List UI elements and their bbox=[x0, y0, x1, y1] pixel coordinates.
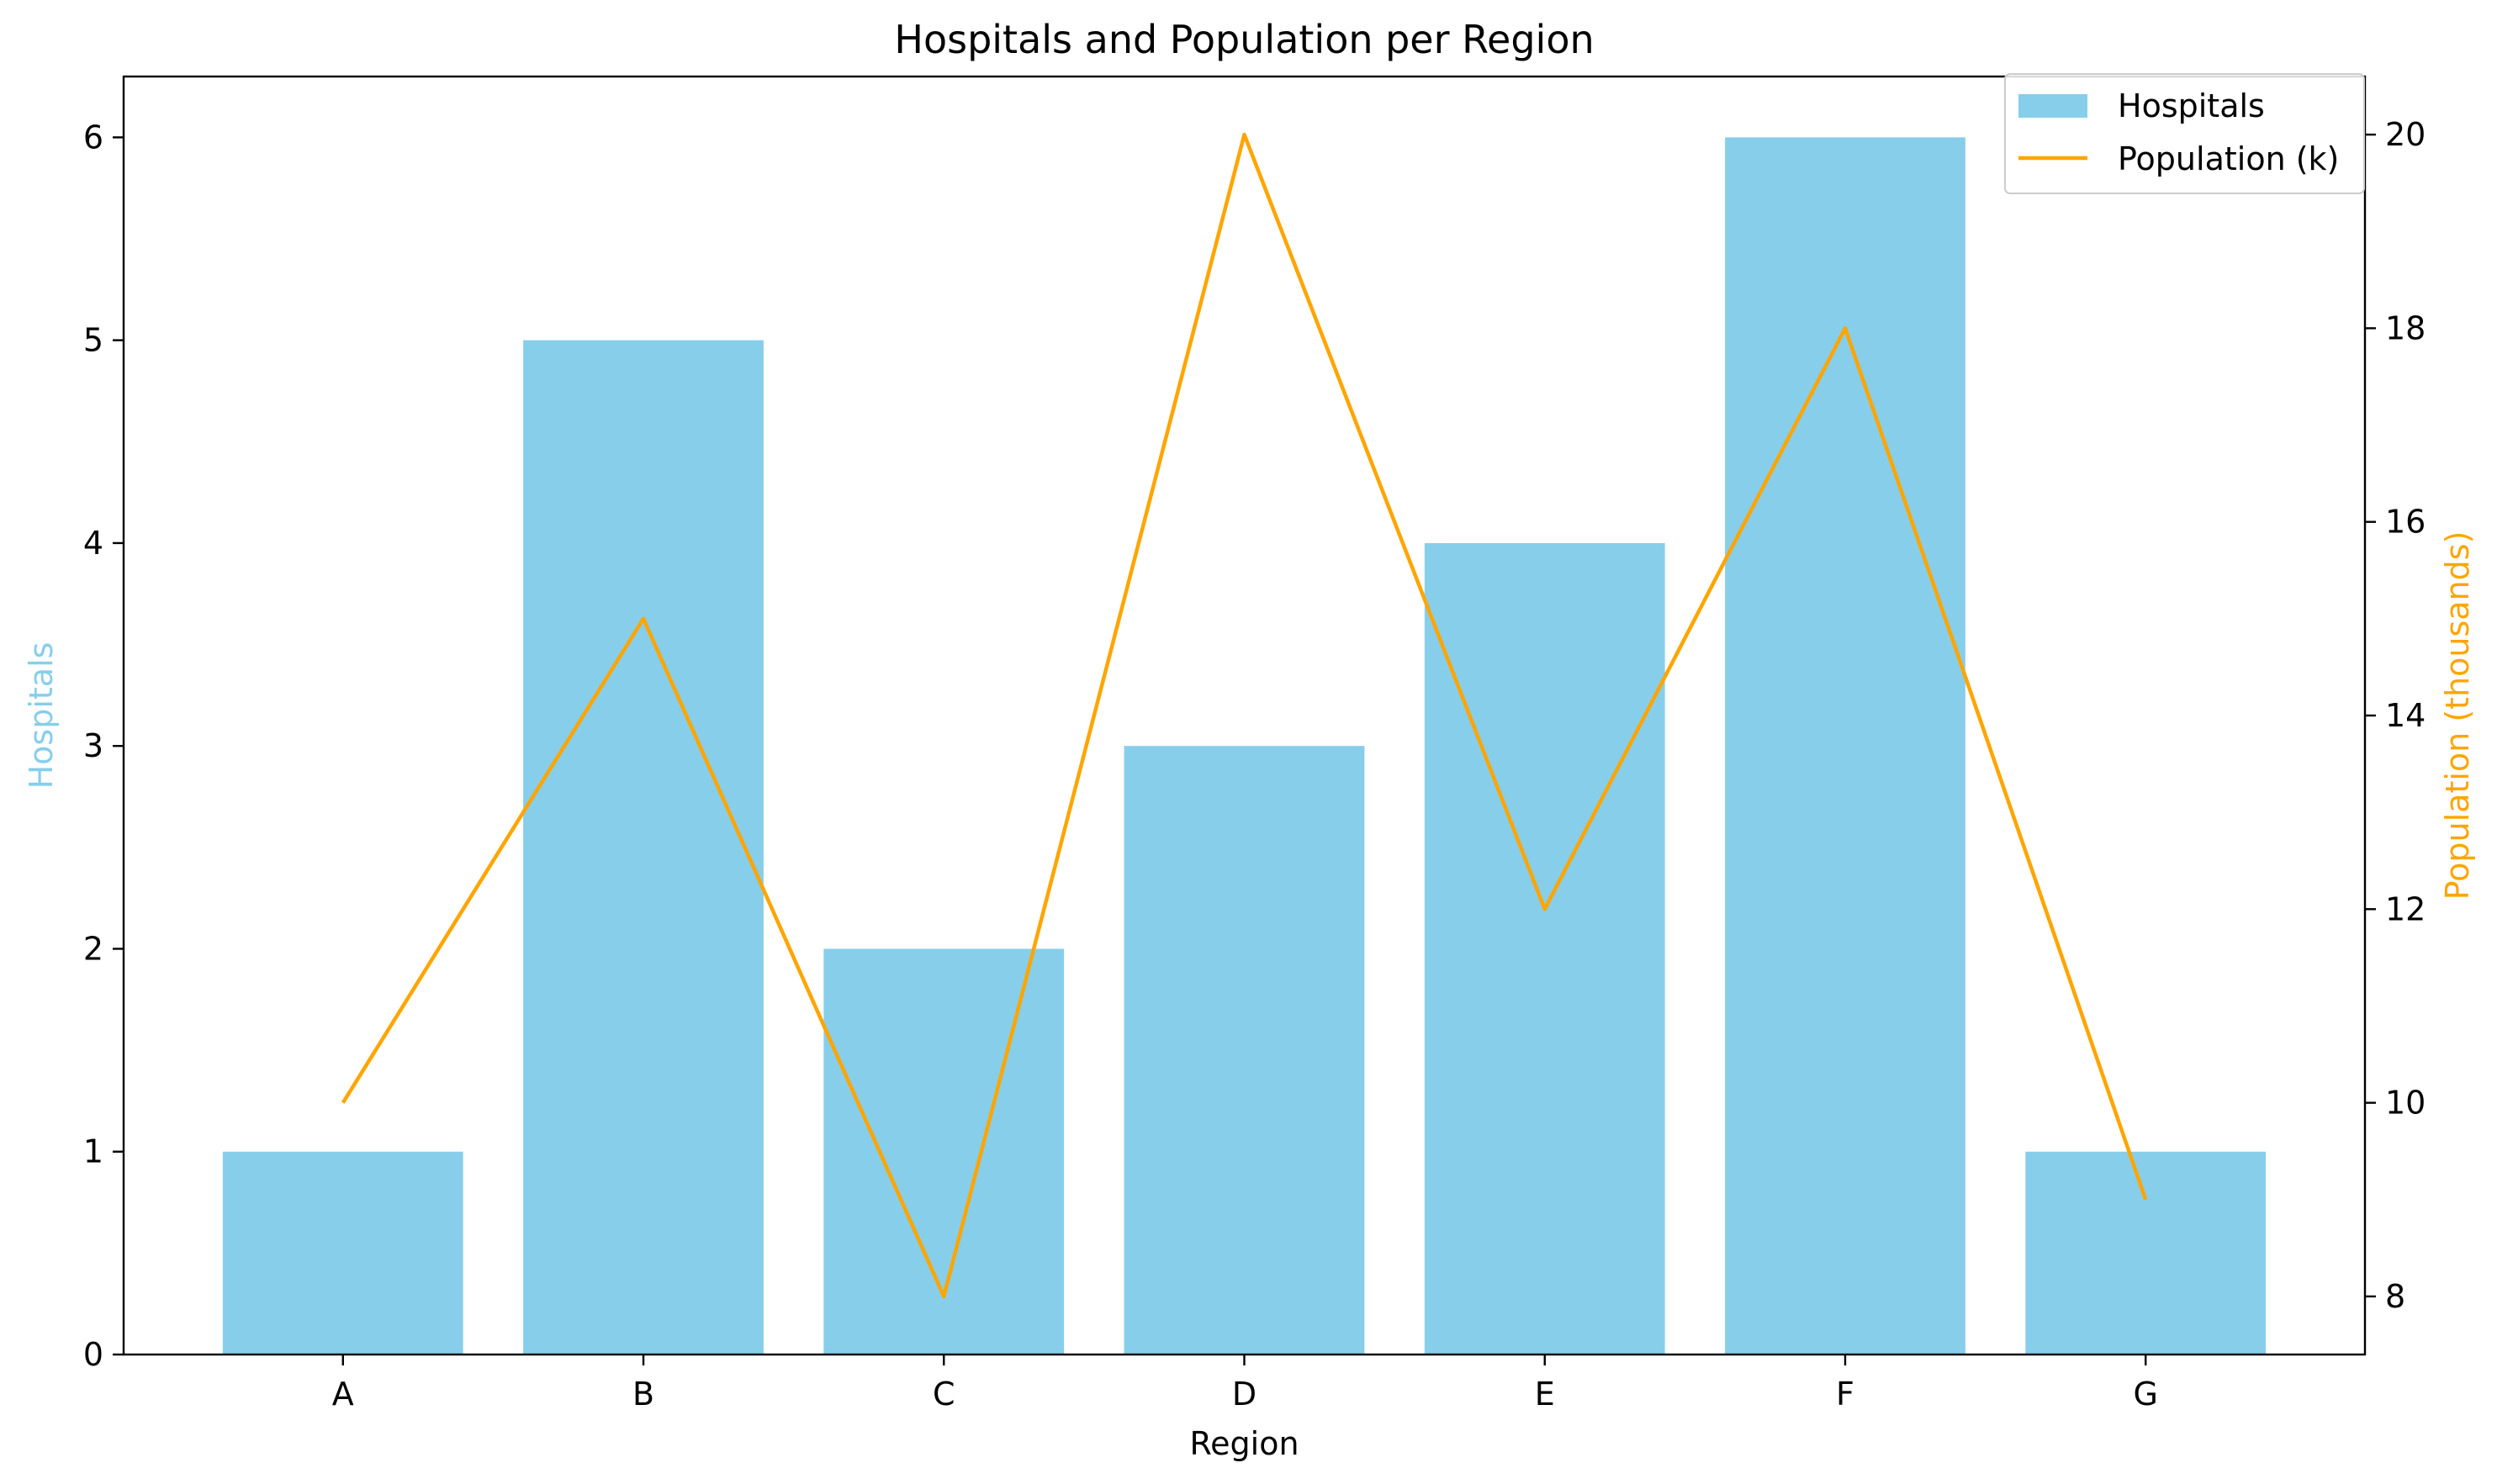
y2-tick-label-16: 16 bbox=[2385, 504, 2426, 541]
legend-box bbox=[2004, 73, 2365, 194]
x-tick-label-d: D bbox=[1232, 1376, 1256, 1413]
y-tick-label-0: 0 bbox=[83, 1336, 103, 1373]
y-axis-right: 8 10 12 14 16 18 20 bbox=[2365, 116, 2426, 1315]
x-tick-label-e: E bbox=[1535, 1376, 1555, 1413]
chart-title: Hospitals and Population per Region bbox=[894, 17, 1594, 62]
bar-hospitals-f bbox=[1725, 137, 1965, 1355]
y2-tick-label-20: 20 bbox=[2385, 116, 2426, 153]
x-axis: A B C D E F G bbox=[332, 1355, 2158, 1413]
bar-hospitals-c bbox=[823, 948, 1065, 1355]
y2-tick-label-8: 8 bbox=[2385, 1278, 2405, 1315]
x-tick-label-g: G bbox=[2133, 1376, 2157, 1413]
bar-hospitals-g bbox=[2025, 1151, 2267, 1355]
y-tick-label-1: 1 bbox=[83, 1133, 103, 1170]
legend: Hospitals Population (k) bbox=[2004, 73, 2365, 194]
bars-layer bbox=[222, 137, 2267, 1355]
y-tick-label-6: 6 bbox=[83, 119, 103, 156]
y-tick-label-2: 2 bbox=[83, 930, 103, 967]
y-axis-left: 0 1 2 3 4 5 6 bbox=[83, 119, 124, 1373]
y2-tick-label-14: 14 bbox=[2385, 697, 2426, 734]
y-tick-label-4: 4 bbox=[83, 525, 103, 562]
x-tick-label-b: B bbox=[632, 1376, 654, 1413]
x-tick-label-c: C bbox=[933, 1376, 955, 1413]
y2-tick-label-10: 10 bbox=[2385, 1085, 2426, 1122]
x-axis-title: Region bbox=[1189, 1425, 1299, 1462]
y2-tick-label-18: 18 bbox=[2385, 309, 2426, 346]
legend-swatch-hospitals bbox=[2018, 94, 2087, 118]
y2-axis-title: Population (thousands) bbox=[2439, 531, 2476, 900]
y2-tick-label-12: 12 bbox=[2385, 890, 2426, 927]
y-tick-label-3: 3 bbox=[83, 727, 103, 764]
x-tick-label-f: F bbox=[1836, 1376, 1854, 1413]
y-axis-title: Hospitals bbox=[23, 642, 60, 790]
bar-hospitals-b bbox=[523, 340, 764, 1355]
legend-label-population: Population (k) bbox=[2118, 140, 2339, 177]
bar-hospitals-d bbox=[1124, 746, 1365, 1355]
y-tick-label-5: 5 bbox=[83, 322, 103, 359]
bar-hospitals-a bbox=[222, 1151, 463, 1355]
legend-label-hospitals: Hospitals bbox=[2118, 87, 2265, 124]
x-tick-label-a: A bbox=[332, 1376, 354, 1413]
bar-hospitals-e bbox=[1424, 542, 1665, 1355]
line-layer bbox=[341, 132, 2148, 1299]
